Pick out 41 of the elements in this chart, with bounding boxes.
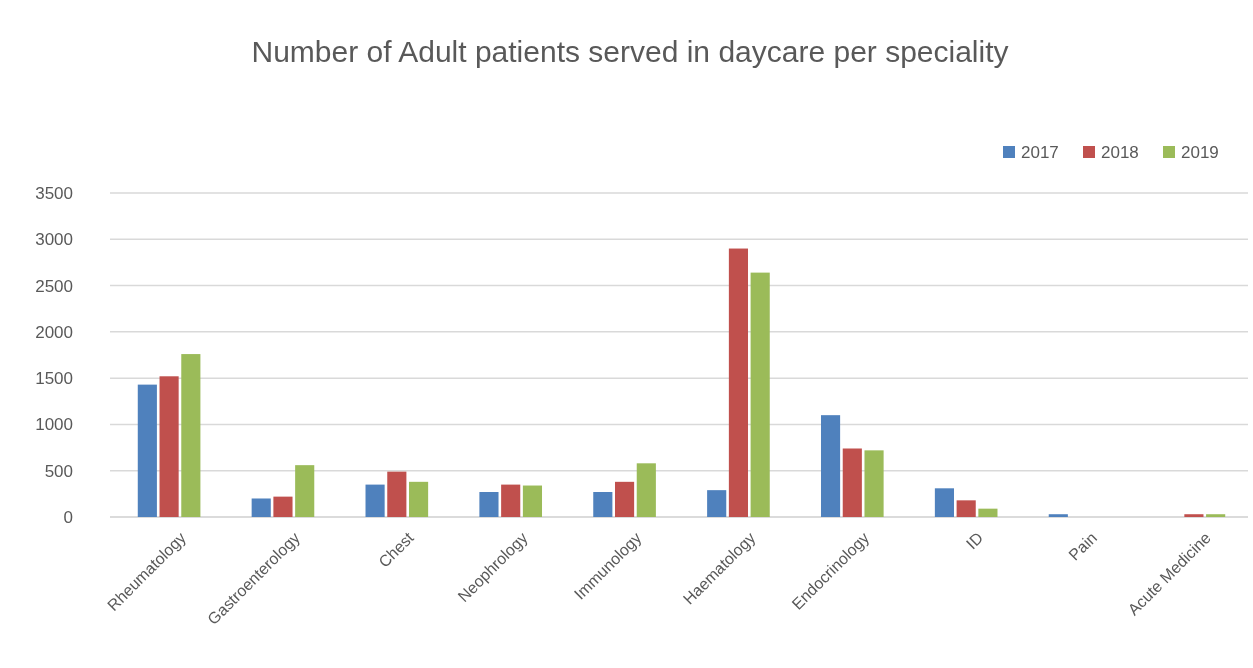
- y-tick-label: 500: [44, 461, 73, 481]
- bar: [842, 448, 862, 517]
- y-tick-label: 1000: [35, 415, 73, 435]
- y-tick-label: 3000: [35, 230, 73, 250]
- bar: [615, 481, 635, 517]
- y-tick-label: 2500: [35, 276, 73, 296]
- bar: [934, 488, 954, 517]
- bar: [978, 508, 998, 517]
- bar: [365, 484, 385, 517]
- bar: [522, 485, 543, 517]
- bar: [387, 471, 407, 517]
- legend-label: 2018: [1101, 142, 1139, 162]
- y-tick-label: 0: [63, 507, 73, 527]
- bar: [137, 384, 157, 517]
- bar: [956, 500, 976, 517]
- bar: [1206, 514, 1226, 517]
- bar: [181, 354, 201, 517]
- legend-label: 2017: [1021, 142, 1059, 162]
- bar: [295, 465, 315, 517]
- bar: [159, 376, 179, 517]
- bar: [864, 450, 884, 517]
- x-tick-label: Pain: [1065, 529, 1101, 564]
- bar: [479, 492, 499, 517]
- legend-label: 2019: [1181, 142, 1219, 162]
- y-tick-label: 3500: [35, 183, 73, 203]
- bar: [501, 484, 521, 517]
- bar: [251, 498, 271, 517]
- bar: [1184, 514, 1204, 517]
- bar: [707, 490, 727, 517]
- y-tick-label: 2000: [35, 322, 73, 342]
- bar: [750, 272, 770, 517]
- bar: [728, 248, 748, 517]
- x-tick-label: ID: [962, 529, 987, 553]
- bar: [820, 415, 841, 517]
- chart-title: Number of Adult patients served in daycare per speciality: [251, 35, 1009, 68]
- bar: [1048, 514, 1068, 517]
- y-tick-label: 1500: [35, 369, 73, 389]
- bar: [636, 463, 656, 517]
- bar: [593, 492, 613, 517]
- bar: [409, 481, 429, 517]
- bar: [273, 496, 293, 517]
